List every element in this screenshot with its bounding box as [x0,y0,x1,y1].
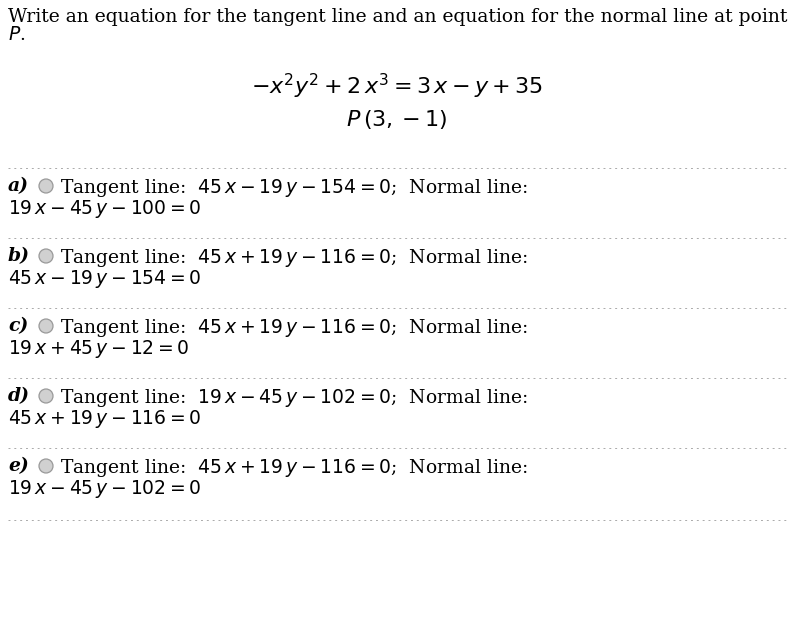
Text: b): b) [8,247,30,265]
Text: Write an equation for the tangent line and an equation for the normal line at po: Write an equation for the tangent line a… [8,8,788,26]
Text: Tangent line:  $45\,x + 19\,y - 116 = 0$;  Normal line:: Tangent line: $45\,x + 19\,y - 116 = 0$;… [60,317,528,339]
Text: $P$.: $P$. [8,26,25,44]
Text: $-x^2y^2 + 2\,x^3 = 3\,x - y + 35$: $-x^2y^2 + 2\,x^3 = 3\,x - y + 35$ [251,72,543,101]
Text: $19\,x - 45\,y - 100 = 0$: $19\,x - 45\,y - 100 = 0$ [8,198,202,220]
Text: Tangent line:  $45\,x + 19\,y - 116 = 0$;  Normal line:: Tangent line: $45\,x + 19\,y - 116 = 0$;… [60,247,528,269]
Text: e): e) [8,457,29,475]
Text: Tangent line:  $45\,x - 19\,y - 154 = 0$;  Normal line:: Tangent line: $45\,x - 19\,y - 154 = 0$;… [60,177,528,199]
Circle shape [39,389,53,403]
Text: $45\,x - 19\,y - 154 = 0$: $45\,x - 19\,y - 154 = 0$ [8,268,202,290]
Circle shape [39,319,53,333]
Text: Tangent line:  $45\,x + 19\,y - 116 = 0$;  Normal line:: Tangent line: $45\,x + 19\,y - 116 = 0$;… [60,457,528,479]
Text: $45\,x + 19\,y - 116 = 0$: $45\,x + 19\,y - 116 = 0$ [8,408,202,430]
Text: a): a) [8,177,29,195]
Text: $19\,x - 45\,y - 102 = 0$: $19\,x - 45\,y - 102 = 0$ [8,478,202,500]
Circle shape [39,249,53,263]
Text: $P\,(3, -1)$: $P\,(3, -1)$ [346,108,448,131]
Circle shape [39,459,53,473]
Text: Tangent line:  $19\,x - 45\,y - 102 = 0$;  Normal line:: Tangent line: $19\,x - 45\,y - 102 = 0$;… [60,387,528,409]
Text: c): c) [8,317,29,335]
Text: $19\,x + 45\,y - 12 = 0$: $19\,x + 45\,y - 12 = 0$ [8,338,190,360]
Text: d): d) [8,387,30,405]
Circle shape [39,179,53,193]
